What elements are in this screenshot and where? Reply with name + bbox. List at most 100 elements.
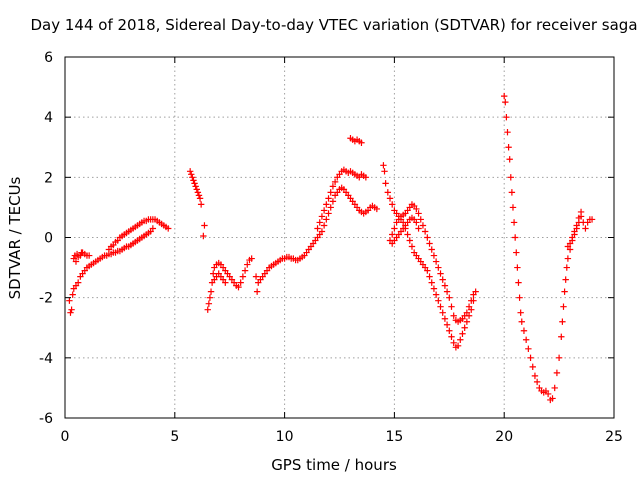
x-tick-label: 10 <box>276 429 294 445</box>
chart-title: Day 144 of 2018, Sidereal Day-to-day VTE… <box>30 16 637 34</box>
data-point <box>72 258 80 265</box>
data-point <box>573 222 580 229</box>
data-point <box>195 192 203 199</box>
y-tick-label: 4 <box>44 110 53 126</box>
data-point <box>196 195 204 202</box>
data-point <box>463 309 471 316</box>
data-point <box>329 198 337 205</box>
data-point <box>191 180 198 187</box>
data-point <box>439 309 446 316</box>
data-point <box>406 237 413 244</box>
data-point <box>443 321 451 328</box>
y-tick-label: -4 <box>39 351 53 367</box>
data-point <box>415 210 422 217</box>
data-point <box>564 255 572 262</box>
data-point <box>384 189 392 196</box>
data-point <box>527 354 534 362</box>
data-point <box>389 231 396 238</box>
data-point <box>190 177 197 184</box>
data-point <box>327 189 334 196</box>
data-point <box>529 363 536 371</box>
data-point <box>430 252 438 259</box>
data-points <box>66 92 596 404</box>
data-point <box>522 336 530 343</box>
data-point <box>391 225 398 232</box>
data-point <box>241 267 249 274</box>
x-tick-label: 20 <box>495 429 513 445</box>
data-point <box>192 183 199 190</box>
data-point <box>443 288 451 295</box>
data-point <box>551 384 558 392</box>
data-point <box>518 318 525 325</box>
data-point <box>421 228 429 235</box>
data-point <box>329 183 337 190</box>
data-point <box>510 219 518 226</box>
data-point <box>559 318 566 325</box>
data-point <box>461 324 468 331</box>
data-point <box>437 303 444 310</box>
data-point <box>577 208 585 216</box>
data-point <box>380 162 387 169</box>
data-point <box>575 214 583 222</box>
data-point <box>569 234 576 241</box>
data-point <box>511 234 519 241</box>
data-point <box>188 171 195 178</box>
data-point <box>533 378 541 386</box>
data-point <box>331 178 339 186</box>
y-tick-label: 6 <box>44 50 53 66</box>
data-point <box>362 174 370 181</box>
x-axis-label: GPS time / hours <box>271 456 397 474</box>
data-point <box>186 168 194 175</box>
data-point <box>316 219 323 226</box>
data-point <box>318 228 326 235</box>
data-point <box>517 309 524 316</box>
data-point <box>446 294 453 301</box>
data-point <box>428 246 435 253</box>
data-point <box>503 113 510 121</box>
data-point <box>204 306 211 313</box>
y-tick-label: 2 <box>44 170 53 186</box>
data-point <box>424 267 431 274</box>
data-point <box>520 327 528 334</box>
data-point <box>558 333 565 340</box>
data-point <box>582 225 589 232</box>
y-tick-label: 0 <box>44 231 53 247</box>
data-point <box>561 288 568 295</box>
data-point <box>563 264 570 271</box>
data-point <box>235 283 242 291</box>
data-point <box>237 279 244 286</box>
data-point <box>439 276 446 283</box>
data-point <box>555 354 563 362</box>
data-point <box>515 279 522 286</box>
data-point <box>201 222 208 229</box>
data-point <box>386 195 394 202</box>
data-point <box>66 297 73 304</box>
data-point <box>513 249 520 256</box>
data-point <box>68 306 75 313</box>
y-tick-label: -2 <box>39 291 53 307</box>
data-point <box>544 390 552 398</box>
data-point <box>85 252 93 259</box>
data-point <box>381 168 388 175</box>
data-point <box>450 339 457 346</box>
data-point <box>508 189 516 196</box>
data-point <box>73 250 81 258</box>
data-point <box>239 273 247 280</box>
y-tick-label: -6 <box>39 411 53 427</box>
data-point <box>426 240 433 247</box>
data-point <box>507 174 514 181</box>
data-point <box>516 294 523 301</box>
axis-ticks: 0 5 10 15 20 25 -6 -4 -2 0 2 4 6 <box>39 50 623 445</box>
data-point <box>509 204 517 211</box>
data-point <box>323 201 330 208</box>
data-point <box>501 92 508 100</box>
data-point <box>459 330 466 337</box>
data-point <box>504 129 511 136</box>
data-point <box>149 225 157 232</box>
data-point <box>389 201 396 208</box>
x-tick-label: 15 <box>385 429 403 445</box>
data-point <box>437 270 444 277</box>
data-point <box>415 225 422 232</box>
data-point <box>588 216 596 223</box>
